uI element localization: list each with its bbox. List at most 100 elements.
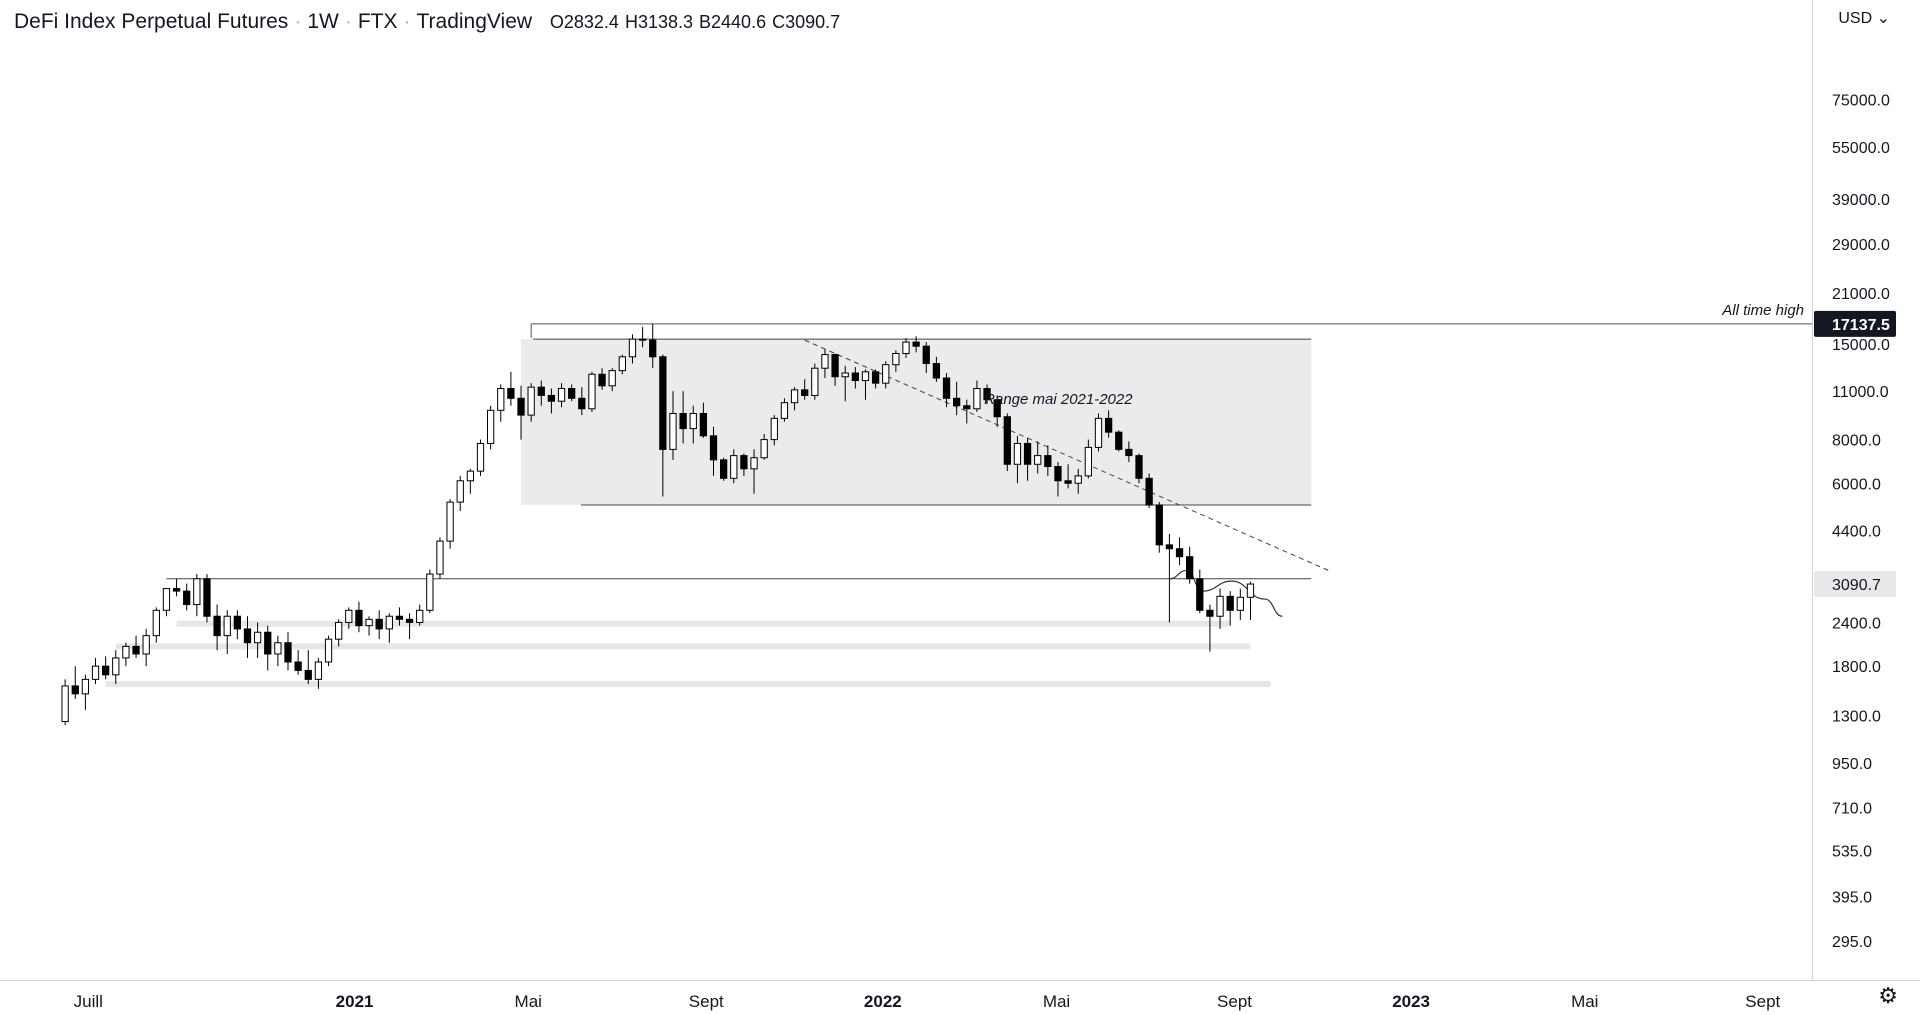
candle-body [1115,431,1123,450]
candle [1023,437,1032,481]
candle [750,449,758,494]
price-tag [1814,310,1896,337]
candle [709,426,718,476]
candle [1175,537,1184,566]
candle [669,391,677,460]
candle-body [851,372,859,382]
chevron-down-icon: ⌄ [1876,10,1890,27]
candle [294,650,302,675]
annotation-text-layer: Range mai 2021-2022 All time high [984,302,1804,408]
candle-body [1044,455,1052,468]
candle [1044,445,1052,476]
candle [557,383,566,408]
time-tick-label: Mai [1043,992,1070,1011]
open-value: O2832.4 [549,12,619,32]
candle-body [578,397,586,410]
candle-body [1003,416,1011,465]
candle [801,379,809,400]
candle [517,385,525,440]
candle-body [122,645,130,659]
candle-body [274,642,282,655]
candle-body [1074,475,1082,484]
candle [831,353,839,386]
candle-body [1206,609,1214,617]
candle-body [780,402,789,419]
gear-icon[interactable]: ⚙ [1878,983,1898,1008]
candle-body [1165,544,1174,550]
candle-body [983,387,991,401]
candle-body [841,372,849,378]
candle [760,434,768,460]
candle [953,381,961,416]
candle-body [476,442,485,472]
candle [1034,441,1042,474]
candle [790,387,799,411]
price-tick-label: 15000.0 [1832,337,1890,354]
candle [274,635,282,667]
candle [355,601,363,633]
interval-label[interactable]: 1W [307,10,339,33]
candle [628,334,637,364]
candle [142,628,150,667]
candle-body [557,387,566,402]
candle-body [416,609,424,623]
time-tick-label: 2021 [336,992,374,1011]
candle-body [466,470,475,482]
candle [851,367,859,389]
candle-body [456,480,464,503]
exchange-label: FTX [357,10,398,33]
candle [973,380,981,412]
time-tick-label: Mai [515,992,542,1011]
candle [902,338,910,358]
candle [608,368,616,392]
price-tick-label: 75000.0 [1832,93,1890,110]
time-axis[interactable]: Juill 2021 Mai Sept 2022 Mai Sept 2023 Mai Sept [0,980,1920,1012]
price-tick-label: 710.0 [1832,800,1872,817]
candle-body [1186,556,1194,580]
candle-body [608,370,616,387]
candle [770,415,778,446]
candle-body [375,618,383,630]
candle-body [1175,548,1184,558]
candle [811,363,819,400]
candle [466,468,475,494]
time-tick-label: Juill [74,992,103,1011]
price-axis[interactable]: 75000.0 55000.0 39000.0 29000.0 21000.0 15000… [1812,0,1897,980]
candle-body [517,397,525,416]
symbol-title[interactable]: DeFi Index Perpetual Futures [14,10,289,33]
candle [740,453,748,476]
low-value: B2440.6 [699,12,767,32]
candle [172,578,181,597]
price-tick-label: 11000.0 [1832,384,1889,401]
time-tick-label: Sept [1745,992,1780,1011]
candle [405,613,414,640]
candle [780,398,789,422]
candle [1135,453,1143,484]
candle [649,323,657,369]
candle [983,384,991,405]
candle-body [264,631,272,655]
candle-body [912,341,920,347]
candle-body [385,615,393,630]
range-box [521,339,1312,506]
candle [1236,588,1244,620]
candle [730,449,738,484]
candle [314,657,323,689]
price-tick-label: 2400.0 [1832,615,1881,632]
candle-body [861,371,870,382]
candle [1013,435,1022,484]
candle-body [801,389,809,396]
candle [81,674,90,710]
currency-selector[interactable]: USD ⌄ [1838,8,1890,28]
price-tick-label: 21000.0 [1832,286,1890,303]
candle-body [790,389,799,404]
candle-body [233,615,241,630]
descending-trendline [804,339,1332,573]
candle-body [871,371,880,384]
candle-body [953,397,961,407]
price-tag-label: 17137.5 [1832,317,1890,334]
candle [507,371,515,406]
candle [963,399,971,424]
candle-body [638,338,647,341]
